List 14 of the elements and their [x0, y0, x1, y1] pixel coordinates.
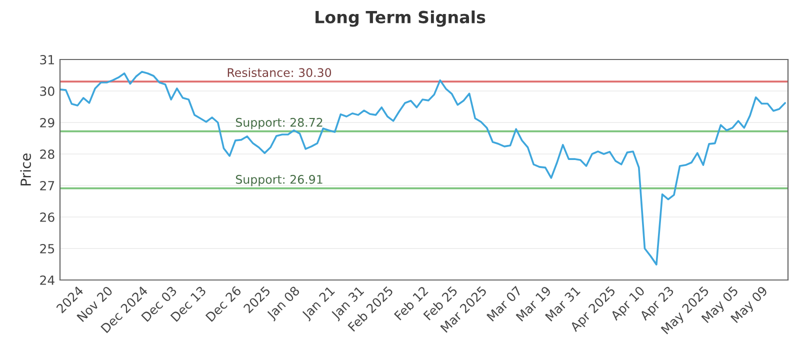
y-tick-label: 30: [40, 86, 54, 96]
y-tick-label: 24: [40, 275, 54, 285]
x-tick-label: Dec 26: [205, 286, 242, 322]
y-tick-label: 29: [40, 118, 54, 128]
y-tick-label: 26: [40, 212, 54, 222]
ref-line-label: Resistance: 30.30: [228, 68, 332, 78]
chart-title: Long Term Signals: [316, 10, 486, 27]
ref-line-label: Support: 26.91: [236, 174, 322, 186]
y-tick-label: 31: [40, 54, 54, 64]
y-tick-label: 27: [40, 180, 54, 190]
y-tick-label: 25: [40, 244, 54, 254]
ref-line-label: Support: 28.72: [236, 118, 322, 130]
y-axis-title: Price: [20, 154, 31, 186]
y-tick-label: 28: [40, 149, 54, 159]
